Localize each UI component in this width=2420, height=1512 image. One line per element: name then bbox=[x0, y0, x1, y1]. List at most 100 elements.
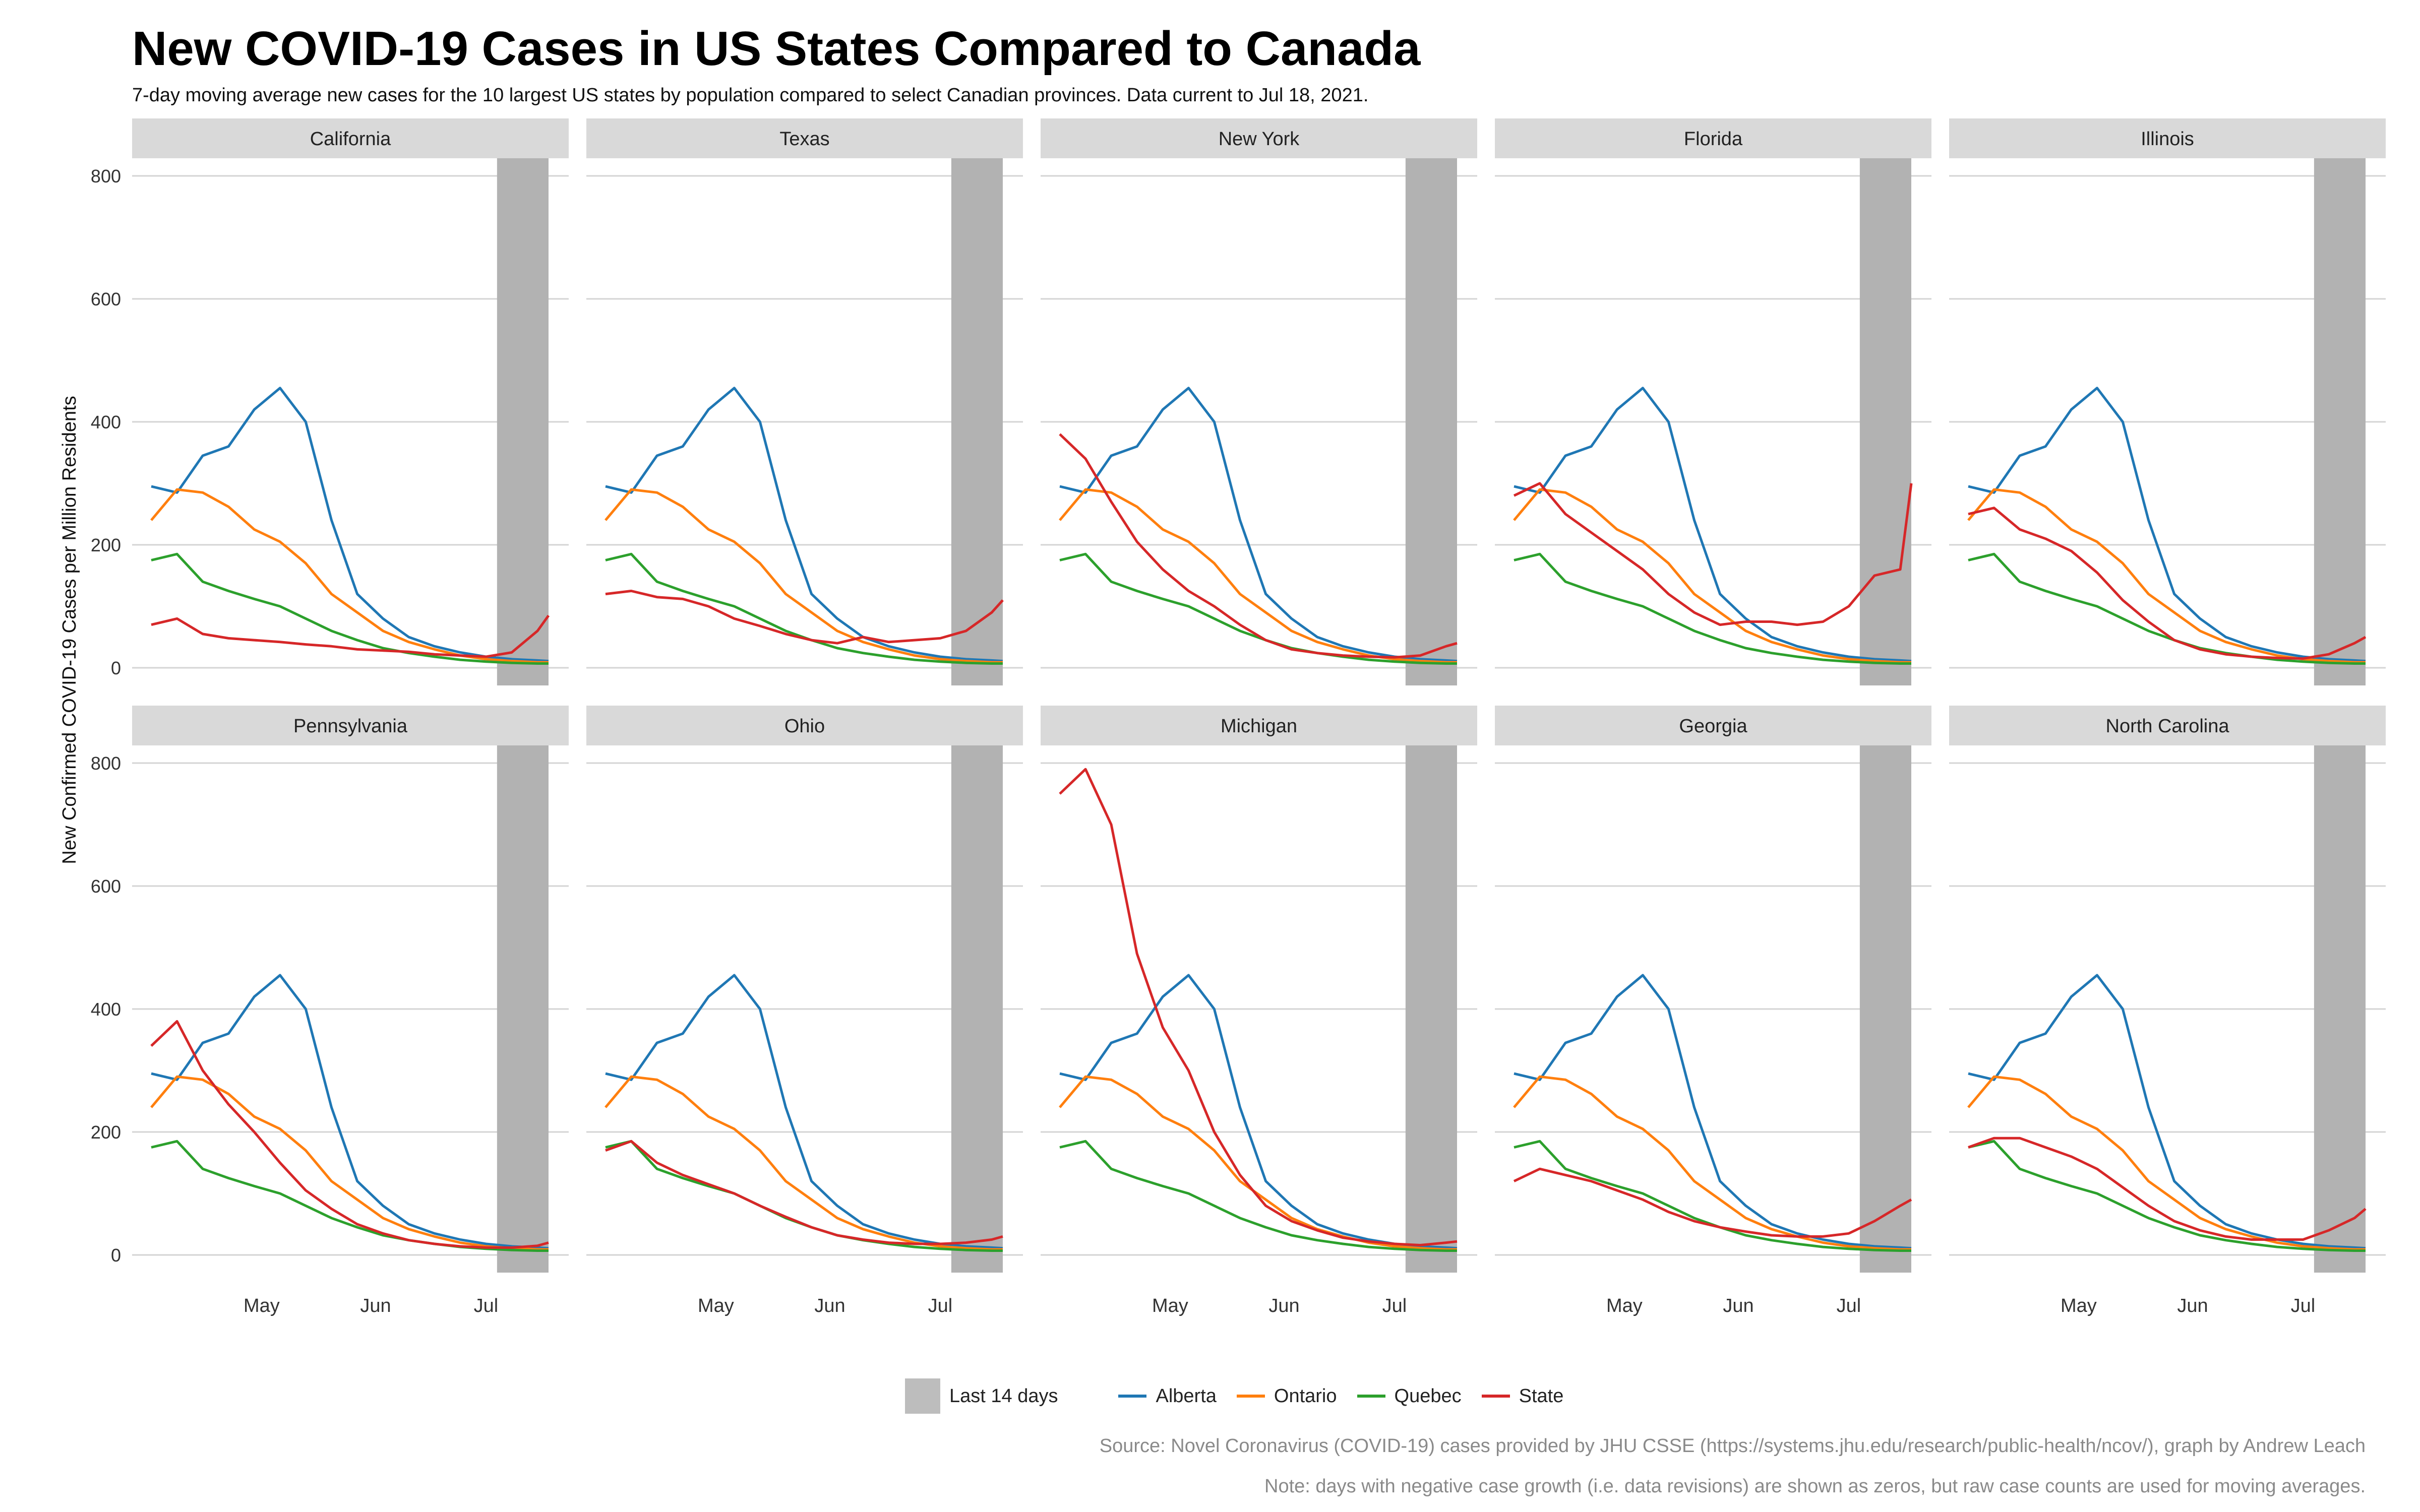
panel-title-ohio: Ohio bbox=[784, 716, 825, 737]
x-tick-label: Jun bbox=[814, 1295, 845, 1316]
last-14-days-band bbox=[497, 158, 549, 685]
series-alberta-pennsylvania bbox=[151, 974, 549, 1250]
panel-title-california: California bbox=[310, 129, 391, 150]
last-14-days-band bbox=[2314, 745, 2366, 1273]
legend-swatch-alberta bbox=[1118, 1395, 1147, 1398]
panel-strip-north-carolina bbox=[1949, 706, 2386, 745]
series-quebec-michigan bbox=[1059, 1140, 1457, 1252]
legend-item-quebec: Quebec bbox=[1357, 1385, 1462, 1407]
last-14-days-band bbox=[951, 745, 1003, 1273]
legend-label: Quebec bbox=[1394, 1385, 1462, 1407]
y-tick-label: 0 bbox=[111, 1245, 121, 1266]
panel-title-north-carolina: North Carolina bbox=[2106, 716, 2230, 737]
last-14-days-band bbox=[1405, 745, 1457, 1273]
panel-title-michigan: Michigan bbox=[1221, 716, 1297, 737]
legend-item-ontario: Ontario bbox=[1236, 1385, 1337, 1407]
last-14-days-band bbox=[1859, 158, 1911, 685]
series-state-california bbox=[151, 614, 550, 658]
series-alberta-north-carolina bbox=[1968, 974, 2366, 1250]
panel-title-pennsylvania: Pennsylvania bbox=[293, 716, 408, 737]
series-quebec-california bbox=[151, 552, 549, 665]
series-ontario-florida bbox=[1513, 488, 1911, 664]
legend-swatch-quebec bbox=[1357, 1395, 1385, 1398]
y-tick-label: 0 bbox=[111, 658, 121, 678]
panel-strip-florida bbox=[1495, 118, 1931, 158]
note-caption: Note: days with negative case growth (i.… bbox=[1264, 1476, 2366, 1497]
series-state-florida bbox=[1513, 482, 1913, 626]
panel-title-florida: Florida bbox=[1684, 129, 1743, 150]
series-state-texas bbox=[605, 590, 1004, 645]
y-tick-label: 800 bbox=[91, 166, 121, 186]
legend-label: Last 14 days bbox=[949, 1385, 1058, 1407]
x-tick-label: Jul bbox=[928, 1295, 953, 1316]
series-state-north-carolina bbox=[1968, 1137, 2367, 1241]
legend-swatch-ontario bbox=[1236, 1395, 1265, 1398]
series-state-georgia bbox=[1513, 1167, 1912, 1238]
series-state-illinois bbox=[1968, 507, 2367, 660]
panel-title-illinois: Illinois bbox=[2141, 129, 2194, 150]
legend-item-state: State bbox=[1481, 1385, 1564, 1407]
series-state-pennsylvania bbox=[150, 1020, 549, 1249]
panel-title-texas: Texas bbox=[779, 129, 829, 150]
y-tick-label: 600 bbox=[91, 876, 121, 897]
panel-strip-pennsylvania bbox=[132, 706, 569, 745]
legend-item-alberta: Alberta bbox=[1118, 1385, 1217, 1407]
legend: Last 14 days Alberta Ontario Quebec Stat… bbox=[905, 1378, 1584, 1414]
legend-label: State bbox=[1519, 1385, 1564, 1407]
chart-subtitle: 7-day moving average new cases for the 1… bbox=[132, 85, 1369, 106]
x-tick-label: Jun bbox=[360, 1295, 391, 1316]
series-quebec-florida bbox=[1514, 552, 1911, 665]
x-tick-label: Jun bbox=[2177, 1295, 2208, 1316]
series-alberta-michigan bbox=[1059, 974, 1458, 1250]
x-tick-label: Jun bbox=[1268, 1295, 1299, 1316]
y-axis-title: New Confirmed COVID-19 Cases per Million… bbox=[59, 396, 80, 864]
series-ontario-illinois bbox=[1967, 488, 2366, 664]
panel-strip-new-york bbox=[1041, 118, 1477, 158]
x-tick-label: Jul bbox=[1382, 1295, 1407, 1316]
x-tick-label: Jul bbox=[474, 1295, 499, 1316]
series-ontario-georgia bbox=[1513, 1075, 1911, 1251]
last-14-days-band bbox=[497, 745, 549, 1273]
series-state-michigan bbox=[1059, 768, 1458, 1246]
last-14-days-band bbox=[951, 158, 1003, 685]
panel-strip-georgia bbox=[1495, 706, 1931, 745]
series-state-new-york bbox=[1059, 433, 1458, 659]
y-tick-label: 200 bbox=[91, 1122, 121, 1143]
x-tick-label: May bbox=[244, 1295, 280, 1316]
x-tick-label: May bbox=[1606, 1295, 1643, 1316]
series-quebec-pennsylvania bbox=[151, 1140, 549, 1252]
legend-label: Alberta bbox=[1156, 1385, 1217, 1407]
y-tick-label: 600 bbox=[91, 289, 121, 309]
x-tick-label: Jul bbox=[2291, 1295, 2316, 1316]
series-ontario-michigan bbox=[1059, 1075, 1457, 1251]
panel-strip-michigan bbox=[1041, 706, 1477, 745]
series-quebec-north-carolina bbox=[1968, 1140, 2366, 1252]
series-ontario-new-york bbox=[1059, 488, 1457, 664]
series-alberta-florida bbox=[1514, 387, 1912, 663]
panel-title-new-york: New York bbox=[1219, 129, 1300, 150]
last-14-days-band bbox=[1405, 158, 1457, 685]
panel-strip-illinois bbox=[1949, 118, 2386, 158]
panel-title-georgia: Georgia bbox=[1679, 716, 1747, 737]
series-alberta-texas bbox=[605, 387, 1003, 663]
legend-swatch-shaded bbox=[905, 1378, 940, 1414]
series-ontario-texas bbox=[604, 488, 1003, 664]
x-tick-label: May bbox=[698, 1295, 734, 1316]
x-tick-label: Jun bbox=[1723, 1295, 1753, 1316]
panel-strip-texas bbox=[586, 118, 1023, 158]
series-ontario-california bbox=[150, 488, 549, 664]
series-ontario-ohio bbox=[604, 1075, 1003, 1251]
last-14-days-band bbox=[2314, 158, 2366, 685]
y-tick-label: 800 bbox=[91, 753, 121, 774]
legend-swatch-state bbox=[1481, 1395, 1510, 1398]
series-alberta-ohio bbox=[605, 974, 1003, 1250]
series-state-ohio bbox=[605, 1140, 1003, 1245]
legend-item-last-14-days: Last 14 days bbox=[905, 1378, 1058, 1414]
source-caption: Source: Novel Coronavirus (COVID-19) cas… bbox=[1099, 1435, 2366, 1457]
series-alberta-california bbox=[151, 387, 549, 663]
chart-title: New COVID-19 Cases in US States Compared… bbox=[132, 22, 1421, 76]
last-14-days-band bbox=[1859, 745, 1911, 1273]
y-tick-label: 400 bbox=[91, 999, 121, 1020]
series-alberta-georgia bbox=[1514, 974, 1912, 1250]
